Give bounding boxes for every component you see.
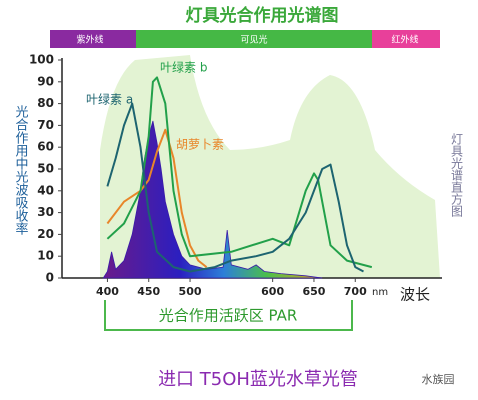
uv-band: [50, 30, 136, 48]
y-tick-label: 20: [37, 227, 54, 241]
y-axis-title: 光合作用中光波吸收率: [13, 105, 29, 235]
band-label: 红外线: [391, 34, 418, 46]
x-tick-label: 700: [344, 285, 367, 298]
y-tick-label: 100: [29, 53, 54, 67]
y-tick-label: 90: [37, 74, 54, 88]
y-tick-label: 60: [37, 140, 54, 154]
x-axis-title: 波长: [400, 286, 430, 304]
series-label: 叶绿素 a: [86, 92, 133, 107]
plot: 胡萝卜素 叶绿素 b 叶绿素 a: [86, 60, 373, 279]
x-unit: nm: [372, 287, 388, 298]
y-tick-label: 80: [37, 96, 54, 110]
x-tick-label: 450: [137, 285, 160, 298]
ir-band: [372, 30, 440, 48]
x-tick-label: 600: [261, 285, 284, 298]
absorption-curve: [106, 128, 208, 268]
caption: 进口 T5OH蓝光水草光管: [158, 369, 358, 390]
x-tick-label: 500: [179, 285, 202, 298]
absorption-curve: [106, 102, 364, 273]
x-tick-label: 650: [302, 285, 325, 298]
x-tick-label: 400: [96, 285, 119, 298]
lamp-label: 灯具光谱直方图: [450, 133, 464, 217]
y-tick-label: 40: [37, 183, 54, 197]
series-label: 胡萝卜素: [176, 138, 224, 152]
visible-band: [136, 30, 372, 48]
y-tick-label: 0: [46, 271, 54, 285]
y-tick-label: 70: [37, 118, 54, 132]
series-label: 叶绿素 b: [160, 60, 207, 75]
band-label: 紫外线: [76, 34, 103, 46]
y-tick-label: 30: [37, 205, 54, 219]
y-tick-label: 10: [37, 249, 54, 263]
par-bracket: [104, 300, 353, 331]
y-tick-label: 50: [37, 162, 54, 176]
watermark: 水族园: [422, 372, 455, 386]
lamp-spectrum: [102, 120, 323, 279]
par-label: 光合作用活跃区 PAR: [159, 307, 298, 325]
band-label: 可见光: [240, 34, 267, 46]
chart-title: 灯具光合作用光谱图: [186, 5, 339, 26]
